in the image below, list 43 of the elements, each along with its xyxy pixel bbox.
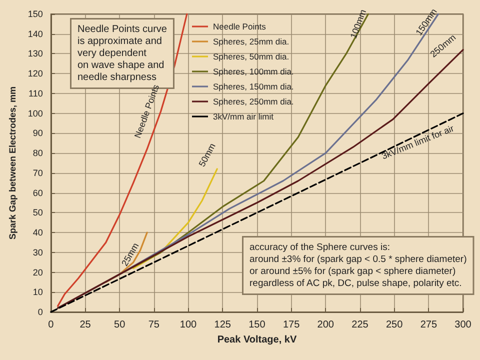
y-axis-title: Spark Gap between Electrodes, mm: [8, 86, 18, 240]
x-tick-label: 150: [248, 320, 266, 330]
line-series: [56, 13, 188, 307]
x-tick-label: 75: [148, 320, 160, 330]
legend-label: Spheres, 250mm dia.: [213, 96, 294, 106]
x-tick-label: 175: [282, 320, 300, 330]
legend-label: Needle Points: [213, 22, 266, 32]
legend-label: Spheres, 100mm dia.: [213, 66, 294, 76]
y-tick-label: 60: [32, 188, 43, 198]
y-tick-label: 80: [32, 148, 43, 158]
y-tick-label: 150: [28, 9, 43, 19]
x-tick-label: 300: [454, 320, 472, 330]
y-tick-label: 10: [32, 287, 43, 298]
y-tick-label: 130: [28, 48, 43, 59]
x-tick-label: 25: [80, 320, 92, 330]
y-tick-label: 100: [28, 108, 43, 118]
y-tick-label: 70: [32, 168, 43, 178]
y-tick-label: 110: [28, 88, 43, 98]
x-tick-label: 225: [352, 320, 369, 330]
y-tick-label: 20: [32, 267, 43, 278]
legend-label: 3kV/mm air limit: [213, 112, 274, 122]
x-tick-label: 100: [180, 320, 198, 330]
y-tick-label: 140: [28, 28, 43, 39]
annotation: accuracy of the Sphere curves is: around ±3% for (spark gap < 0.5 * sphere diameter) or around ±5% for (spark gap < sphere diameter) regardless of AC pk, DC, pulse shape, polarity etc.: [250, 242, 467, 289]
x-tick-label: 125: [214, 320, 232, 330]
x-tick-label: 275: [420, 320, 438, 330]
x-axis-title: Peak Voltage, kV: [217, 334, 297, 346]
y-tick-label: 90: [32, 128, 43, 138]
x-tick-label: 200: [317, 320, 334, 330]
x-tick-label: 50: [114, 320, 126, 330]
x-tick-label: 0: [48, 320, 54, 330]
annotation: Needle Points curve is approximate and very dependent on wave shape and needle sharpness: [78, 24, 168, 83]
line-series: [105, 232, 148, 283]
legend-label: Spheres, 150mm dia.: [213, 82, 294, 92]
legend-label: Spheres, 25mm dia.: [213, 36, 290, 46]
y-tick-label: 120: [28, 68, 43, 79]
y-tick-label: 0: [38, 307, 43, 317]
y-tick-label: 30: [32, 247, 43, 258]
y-tick-label: 50: [32, 208, 43, 218]
legend-label: Spheres, 50mm dia.: [213, 52, 290, 62]
y-tick-label: 40: [32, 228, 43, 238]
annotation: Needle Points: [132, 82, 162, 140]
x-tick-label: 250: [386, 320, 404, 330]
